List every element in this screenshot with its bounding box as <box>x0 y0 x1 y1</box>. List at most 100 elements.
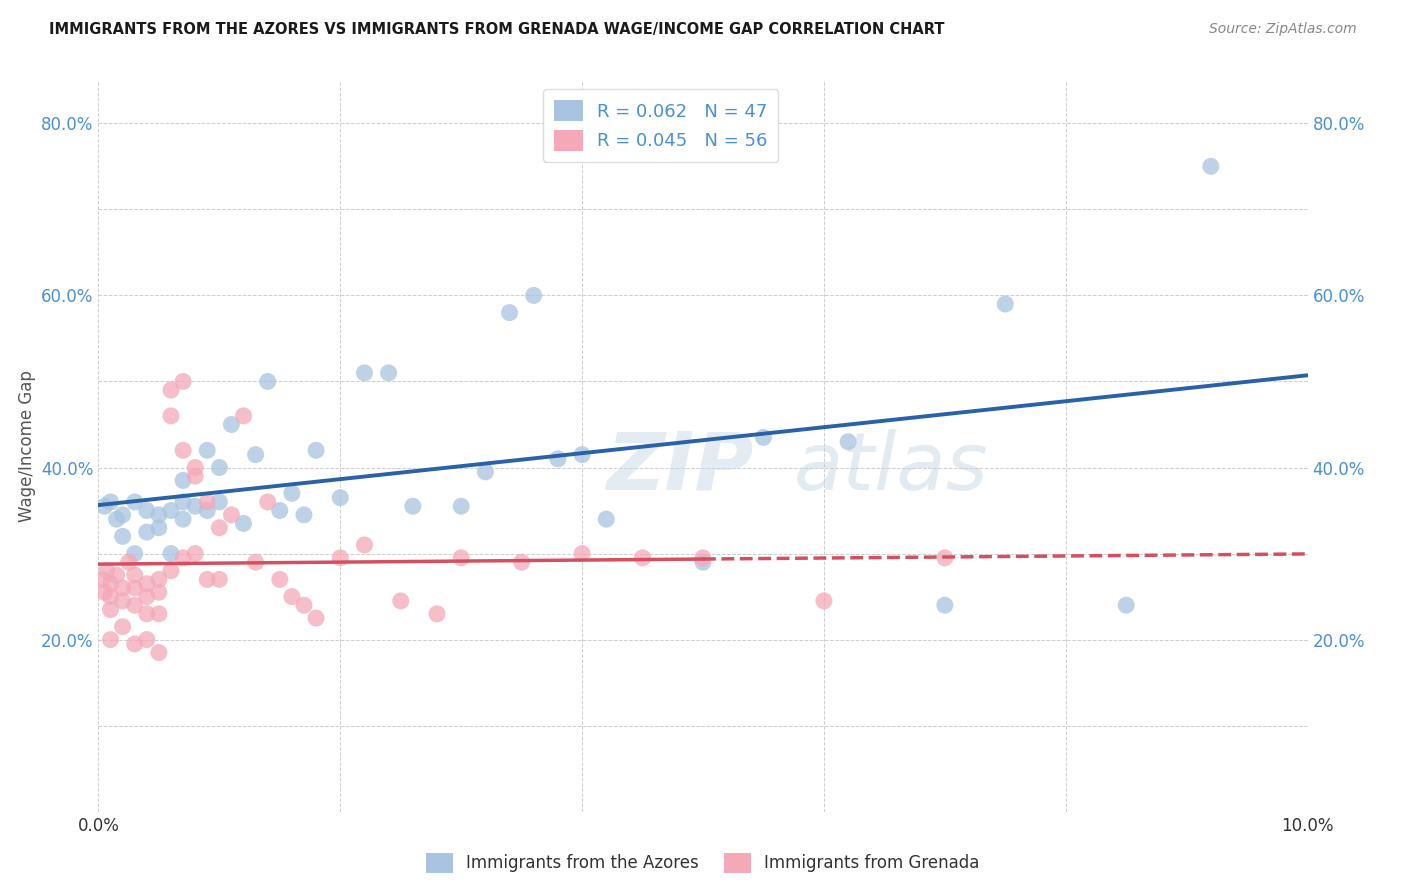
Point <box>813 594 835 608</box>
Point <box>571 448 593 462</box>
Point <box>256 495 278 509</box>
Point <box>195 503 218 517</box>
Point <box>510 555 533 569</box>
Point <box>195 573 218 587</box>
Point <box>172 443 194 458</box>
Point <box>232 516 254 531</box>
Point <box>184 460 207 475</box>
Point <box>631 550 654 565</box>
Legend: R = 0.062   N = 47, R = 0.045   N = 56: R = 0.062 N = 47, R = 0.045 N = 56 <box>543 89 779 161</box>
Point <box>105 512 128 526</box>
Point <box>402 500 425 514</box>
Point <box>160 503 183 517</box>
Y-axis label: Wage/Income Gap: Wage/Income Gap <box>18 370 37 522</box>
Point <box>281 590 304 604</box>
Point <box>172 474 194 488</box>
Point <box>221 417 243 432</box>
Point <box>450 500 472 514</box>
Point <box>124 581 146 595</box>
Point <box>160 409 183 423</box>
Point <box>305 611 328 625</box>
Point <box>934 598 956 612</box>
Point <box>292 598 315 612</box>
Point <box>837 434 859 449</box>
Point <box>100 590 122 604</box>
Point <box>269 573 291 587</box>
Point <box>184 500 207 514</box>
Point <box>100 602 122 616</box>
Point <box>1199 159 1222 173</box>
Text: IMMIGRANTS FROM THE AZORES VS IMMIGRANTS FROM GRENADA WAGE/INCOME GAP CORRELATIO: IMMIGRANTS FROM THE AZORES VS IMMIGRANTS… <box>49 22 945 37</box>
Point <box>353 538 375 552</box>
Point <box>377 366 399 380</box>
Point <box>160 564 183 578</box>
Point <box>100 495 122 509</box>
Point <box>148 646 170 660</box>
Point <box>353 366 375 380</box>
Point <box>111 594 134 608</box>
Point <box>523 288 546 302</box>
Point <box>232 409 254 423</box>
Point <box>208 495 231 509</box>
Point <box>93 585 115 599</box>
Point <box>100 576 122 591</box>
Text: atlas: atlas <box>793 429 988 507</box>
Point <box>160 547 183 561</box>
Point <box>547 451 569 466</box>
Point <box>135 590 157 604</box>
Point <box>692 550 714 565</box>
Point <box>172 512 194 526</box>
Point <box>389 594 412 608</box>
Point <box>292 508 315 522</box>
Point <box>118 555 141 569</box>
Point <box>571 547 593 561</box>
Point <box>221 508 243 522</box>
Point <box>305 443 328 458</box>
Point <box>172 550 194 565</box>
Point <box>100 632 122 647</box>
Point <box>208 573 231 587</box>
Point <box>148 508 170 522</box>
Point <box>256 375 278 389</box>
Point <box>124 547 146 561</box>
Text: ZIP: ZIP <box>606 429 754 507</box>
Point <box>245 555 267 569</box>
Point <box>135 524 157 539</box>
Point <box>124 495 146 509</box>
Point <box>148 585 170 599</box>
Point <box>111 529 134 543</box>
Point <box>692 555 714 569</box>
Point <box>111 581 134 595</box>
Point <box>96 564 118 578</box>
Point <box>269 503 291 517</box>
Point <box>172 375 194 389</box>
Point <box>135 576 157 591</box>
Point <box>111 508 134 522</box>
Point <box>135 607 157 621</box>
Point <box>135 632 157 647</box>
Point <box>208 521 231 535</box>
Point <box>752 430 775 444</box>
Point <box>135 503 157 517</box>
Point <box>111 620 134 634</box>
Point <box>148 607 170 621</box>
Point <box>426 607 449 621</box>
Point <box>208 460 231 475</box>
Point <box>474 465 496 479</box>
Point <box>329 491 352 505</box>
Text: Source: ZipAtlas.com: Source: ZipAtlas.com <box>1209 22 1357 37</box>
Point <box>91 573 114 587</box>
Point <box>93 500 115 514</box>
Point <box>124 568 146 582</box>
Point <box>124 598 146 612</box>
Point <box>934 550 956 565</box>
Point <box>105 568 128 582</box>
Point <box>148 521 170 535</box>
Point <box>245 448 267 462</box>
Point <box>124 637 146 651</box>
Point <box>160 383 183 397</box>
Point <box>184 547 207 561</box>
Point <box>148 573 170 587</box>
Point <box>498 305 520 319</box>
Point <box>1115 598 1137 612</box>
